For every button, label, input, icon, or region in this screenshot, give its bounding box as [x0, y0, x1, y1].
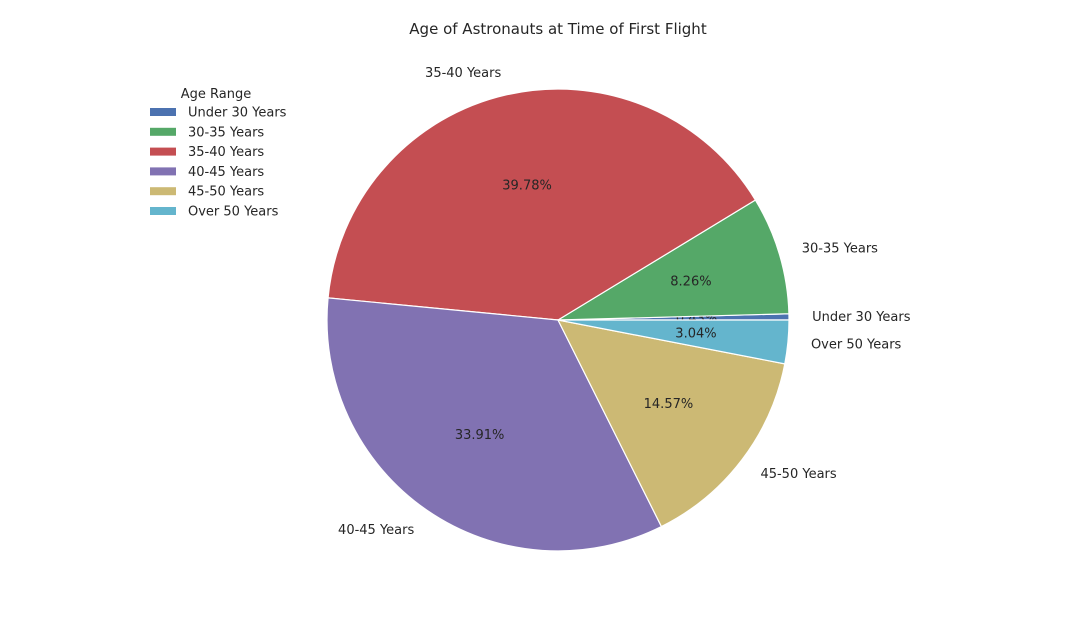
slice-label: 45-50 Years	[760, 467, 836, 482]
slice-label: Under 30 Years	[812, 310, 911, 325]
slice-percent-label: 8.26%	[670, 274, 711, 289]
legend-label: 30-35 Years	[188, 125, 264, 140]
slice-percent-label: 39.78%	[502, 178, 552, 193]
pie-slice-5	[556, 319, 786, 528]
pie-slice-3	[327, 88, 757, 321]
legend-swatch	[150, 187, 176, 196]
pie-slice-6	[557, 319, 790, 365]
legend-title: Age Range	[181, 87, 251, 102]
slice-percent-label: 14.57%	[644, 397, 694, 412]
pie-slice-2	[555, 199, 790, 321]
legend-swatch	[150, 147, 176, 156]
legend-label: Under 30 Years	[188, 106, 287, 121]
legend-label: Over 50 Years	[188, 205, 279, 220]
chart-title: Age of Astronauts at Time of First Fligh…	[409, 20, 707, 38]
legend: Age Range Under 30 Years 30-35 Years 35-40…	[150, 87, 287, 220]
legend-swatch	[150, 127, 176, 136]
legend-label: 40-45 Years	[188, 165, 264, 180]
legend-swatch	[150, 108, 176, 116]
pie-slice-4	[326, 297, 663, 552]
legend-label: 35-40 Years	[188, 145, 264, 160]
legend-swatch	[150, 207, 176, 215]
slice-label: Over 50 Years	[811, 338, 902, 353]
slice-label: 30-35 Years	[802, 242, 878, 257]
slice-label: 35-40 Years	[425, 66, 501, 81]
slice-percent-label: 33.91%	[455, 428, 505, 443]
legend-label: 45-50 Years	[188, 185, 264, 200]
slice-percent-label: 3.04%	[675, 327, 716, 342]
legend-swatch	[150, 167, 176, 176]
slice-label: 40-45 Years	[338, 523, 414, 538]
